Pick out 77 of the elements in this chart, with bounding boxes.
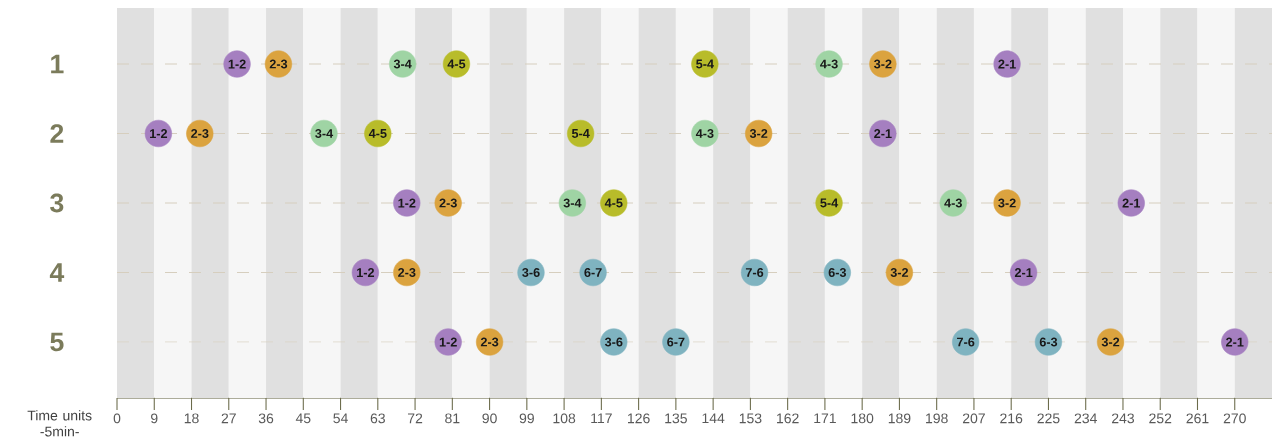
- data-label: 3-6: [604, 337, 623, 347]
- y-tick-label: 2: [50, 124, 64, 143]
- data-label: 1-2: [357, 268, 375, 277]
- data-label: 2-3: [398, 268, 416, 277]
- x-tick-label: 99: [519, 413, 534, 424]
- data-label: 3-6: [522, 268, 540, 277]
- data-label: 3-2: [1101, 337, 1120, 347]
- x-tick-label: 261: [1186, 413, 1209, 424]
- data-label: 5-4: [696, 59, 714, 69]
- x-tick-label: 234: [1074, 413, 1097, 424]
- x-tick-label: 63: [370, 413, 385, 424]
- data-label: 2-3: [191, 129, 209, 138]
- x-tick-label: 81: [445, 413, 460, 424]
- x-tick-label: 135: [665, 413, 687, 424]
- data-label: 7-6: [957, 337, 975, 347]
- data-label: 6-3: [1039, 337, 1058, 347]
- x-tick-label: 207: [962, 413, 985, 424]
- data-label: 3-2: [890, 268, 909, 277]
- y-tick-label: 3: [50, 193, 64, 213]
- x-tick-label: 216: [1000, 413, 1023, 424]
- x-tick-label: 117: [591, 413, 612, 424]
- x-tick-label: 108: [553, 413, 576, 424]
- x-tick-label: 18: [184, 413, 199, 424]
- y-tick-label: 5: [50, 332, 64, 352]
- data-label: 1-2: [398, 198, 416, 208]
- y-tick-label: 1: [51, 54, 64, 74]
- x-tick-label: 171: [814, 413, 836, 424]
- data-label: 5-4: [571, 129, 590, 138]
- data-label: 1-2: [228, 59, 246, 69]
- y-tick-label: 4: [49, 263, 65, 282]
- data-label: 3-2: [998, 198, 1016, 208]
- x-tick-label: 126: [628, 413, 650, 424]
- data-label: 3-4: [563, 198, 582, 208]
- data-label: 3-4: [393, 59, 412, 69]
- data-label: 3-2: [874, 59, 892, 69]
- data-label: 6-3: [828, 268, 847, 277]
- x-tick-label: 90: [482, 413, 497, 424]
- x-tick-label: 189: [888, 413, 911, 424]
- data-label: 2-3: [439, 198, 457, 208]
- x-tick-label: 45: [295, 413, 311, 424]
- data-label: 2-1: [1226, 337, 1244, 347]
- x-tick-label: 0: [113, 413, 121, 424]
- data-label: 6-7: [667, 337, 685, 347]
- data-label: 4-3: [820, 59, 838, 69]
- data-label: 2-3: [269, 59, 288, 69]
- data-label: 2-3: [480, 337, 499, 347]
- x-tick-label: 153: [739, 413, 762, 424]
- x-tick-label: 162: [777, 413, 799, 424]
- x-tick-label: 243: [1112, 413, 1135, 424]
- x-axis-title: Time units -5min-: [27, 410, 92, 437]
- x-tick-label: 54: [333, 413, 348, 424]
- data-label: 4-3: [695, 129, 714, 138]
- x-tick-label: 225: [1037, 413, 1060, 424]
- x-tick-label: 180: [851, 413, 874, 424]
- x-tick-label: 270: [1223, 413, 1246, 424]
- data-label: 2-1: [874, 129, 892, 138]
- data-label: 7-6: [745, 268, 764, 277]
- data-label: 3-4: [315, 129, 334, 138]
- x-tick-label: 27: [221, 413, 236, 424]
- x-tick-label: 252: [1149, 413, 1172, 424]
- data-label: 4-5: [368, 129, 387, 138]
- x-tick-label: 9: [151, 413, 158, 424]
- data-label: 2-1: [1014, 268, 1033, 277]
- data-label: 6-7: [584, 268, 602, 277]
- x-tick-label: 198: [926, 413, 948, 424]
- x-tick-label: 72: [407, 413, 423, 424]
- data-label: 2-1: [998, 59, 1016, 69]
- data-label: 1-2: [439, 337, 457, 347]
- data-label: 3-2: [749, 129, 768, 138]
- data-label: 5-4: [820, 198, 839, 208]
- data-label: 4-5: [604, 198, 623, 208]
- data-label: 2-1: [1122, 198, 1141, 208]
- x-tick-label: 36: [258, 413, 274, 424]
- x-tick-label: 144: [702, 413, 725, 424]
- data-label: 4-5: [447, 59, 466, 69]
- data-label: 4-3: [944, 198, 962, 208]
- data-label: 1-2: [150, 129, 168, 138]
